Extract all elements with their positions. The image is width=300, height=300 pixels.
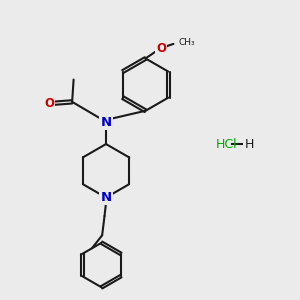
Text: O: O xyxy=(44,97,54,110)
Text: HCl: HCl xyxy=(215,138,237,151)
Text: CH₃: CH₃ xyxy=(179,38,196,46)
Text: O: O xyxy=(156,42,166,55)
Text: N: N xyxy=(100,116,112,129)
Text: N: N xyxy=(100,191,112,204)
Text: H: H xyxy=(245,138,254,151)
